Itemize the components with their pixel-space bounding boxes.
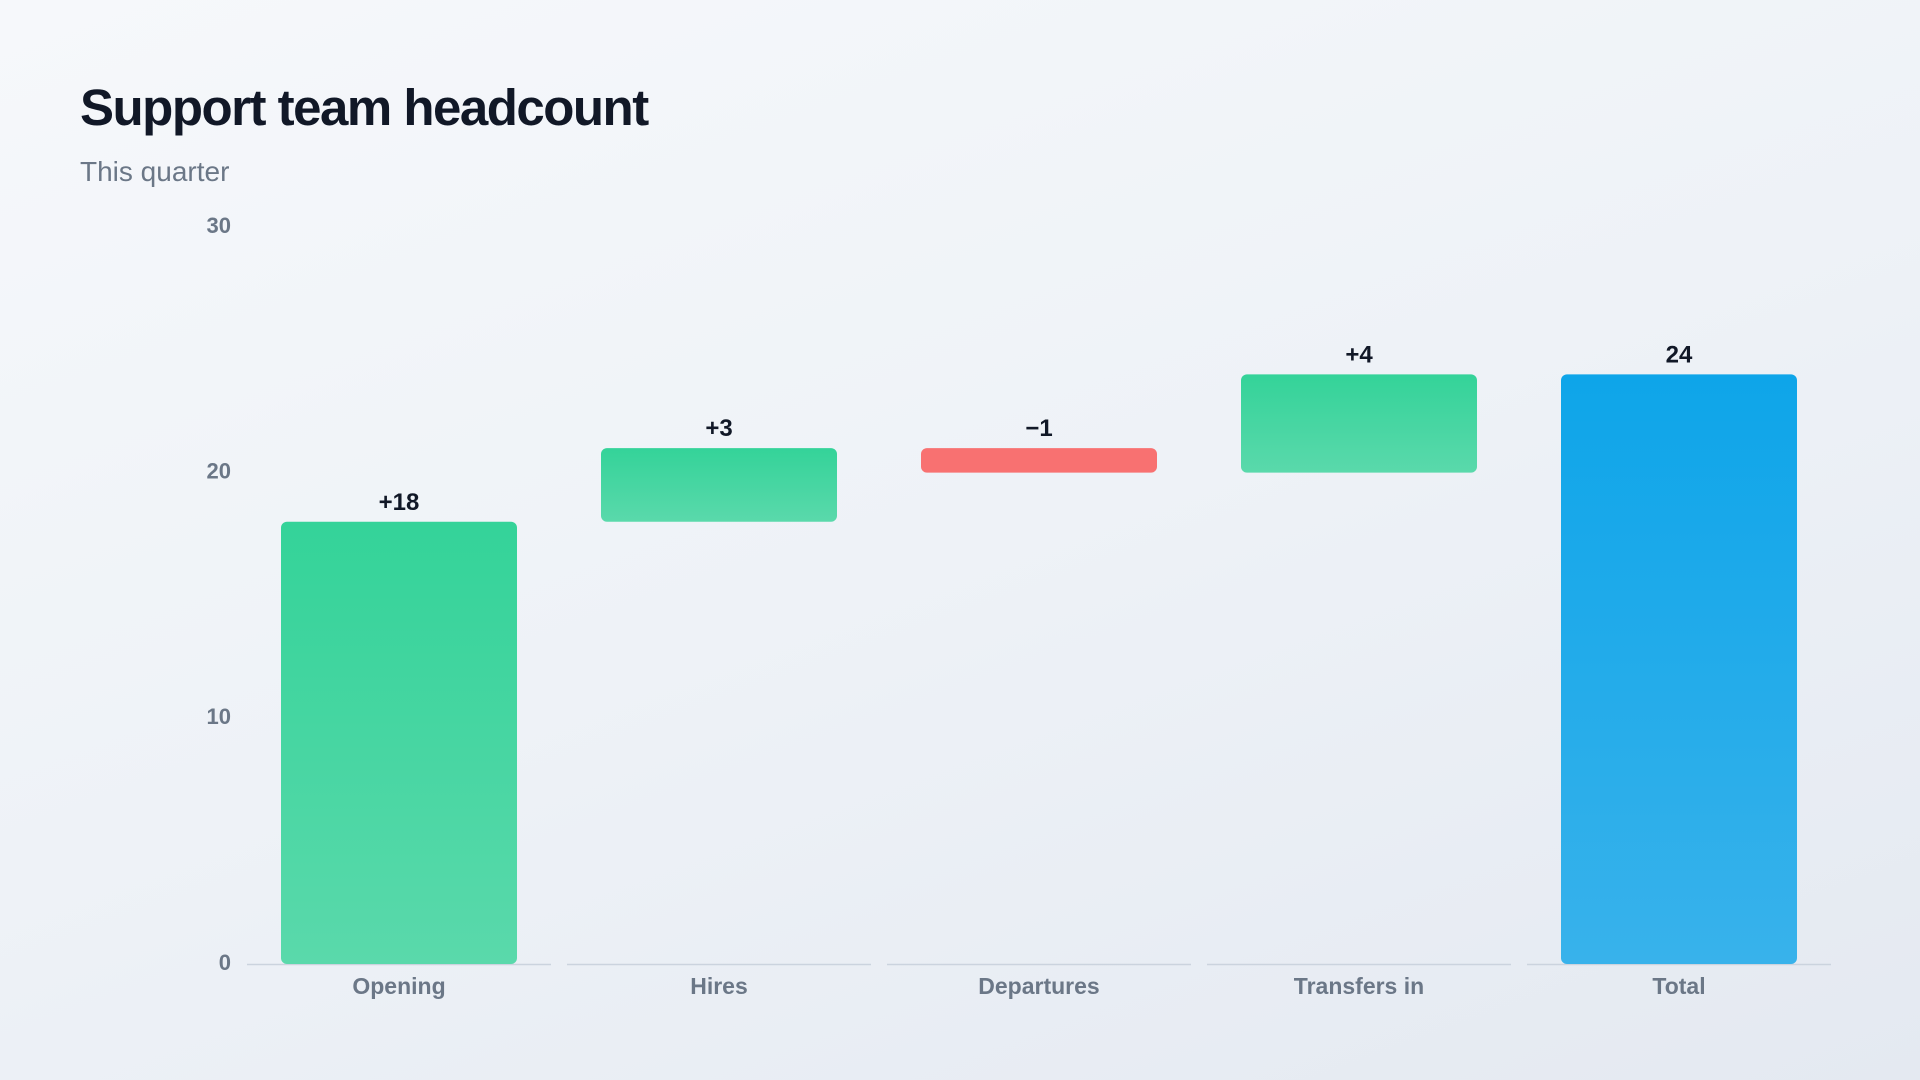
bar-hires bbox=[601, 448, 837, 522]
y-tick-label: 30 bbox=[207, 213, 231, 238]
chart-subtitle: This quarter bbox=[80, 156, 230, 187]
x-axis: Opening Hires Departures Transfers in Total bbox=[352, 973, 1705, 999]
y-tick-label: 0 bbox=[219, 950, 231, 975]
value-labels: +18 +3 −1 +4 24 bbox=[379, 341, 1693, 515]
value-label: −1 bbox=[1025, 415, 1052, 442]
y-tick-label: 10 bbox=[207, 704, 231, 729]
y-tick-label: 20 bbox=[207, 458, 231, 483]
value-label: 24 bbox=[1666, 341, 1693, 368]
bar-opening bbox=[281, 521, 517, 964]
value-label: +3 bbox=[705, 415, 732, 442]
category-label: Departures bbox=[978, 973, 1099, 999]
category-label: Transfers in bbox=[1294, 973, 1424, 999]
category-label: Hires bbox=[690, 973, 748, 999]
value-label: +4 bbox=[1345, 341, 1373, 368]
bar-transfers-in bbox=[1241, 374, 1477, 473]
chart-title: Support team headcount bbox=[80, 79, 649, 136]
category-label: Opening bbox=[352, 973, 445, 999]
bars bbox=[281, 374, 1797, 964]
category-label: Total bbox=[1652, 973, 1705, 999]
bar-departures bbox=[921, 448, 1157, 473]
bar-total bbox=[1561, 374, 1797, 964]
y-axis: 0 10 20 30 bbox=[207, 213, 231, 975]
value-label: +18 bbox=[379, 489, 420, 516]
